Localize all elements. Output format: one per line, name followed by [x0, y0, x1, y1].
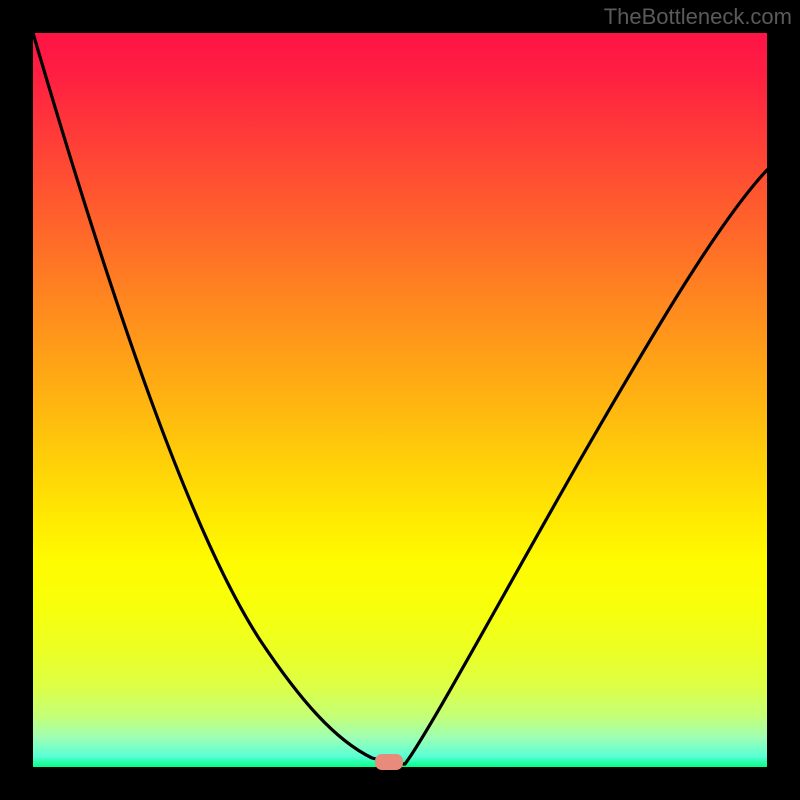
- optimal-point-marker: [375, 754, 403, 770]
- chart-background: [33, 33, 767, 767]
- watermark-text: TheBottleneck.com: [604, 4, 792, 30]
- chart-container: TheBottleneck.com: [0, 0, 800, 800]
- bottleneck-chart: [0, 0, 800, 800]
